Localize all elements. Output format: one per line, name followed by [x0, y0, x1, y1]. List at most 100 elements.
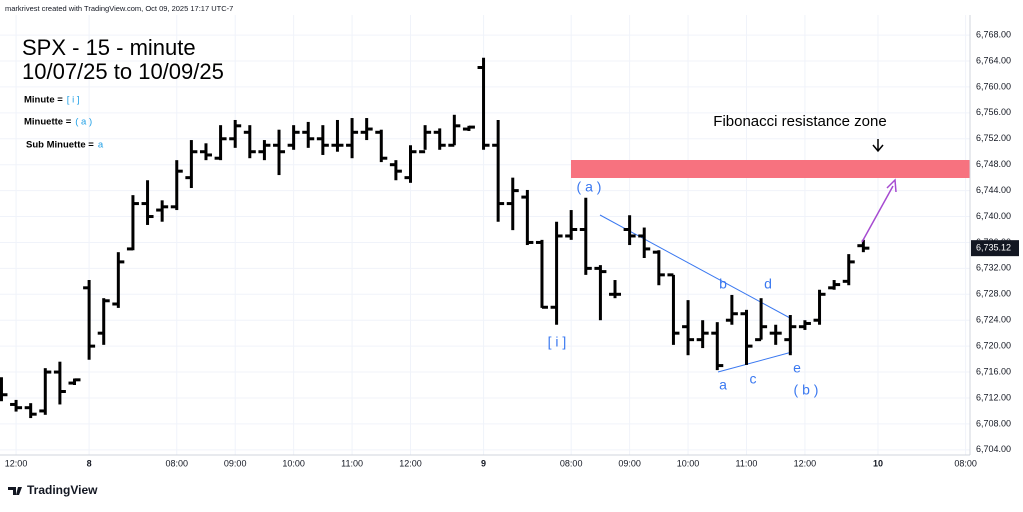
- ohlc-bar: [39, 368, 52, 415]
- subtitle: 10/07/25 to 10/09/25: [22, 59, 224, 84]
- y-tick-label: 6,704.00: [976, 444, 1011, 454]
- legend-symbol: a: [98, 140, 104, 151]
- x-tick-label: 10: [873, 458, 883, 468]
- ohlc-bar: [156, 200, 169, 222]
- ohlc-bar: [83, 280, 96, 360]
- fib-label: Fibonacci resistance zone: [713, 113, 886, 130]
- ohlc-bar: [609, 280, 622, 299]
- ohlc-bar: [53, 361, 66, 405]
- ohlc-bar: [141, 180, 154, 225]
- y-tick-label: 6,752.00: [976, 133, 1011, 143]
- ohlc-bar: [696, 320, 709, 349]
- ohlc-bar: [565, 210, 578, 240]
- ohlc-bar: [842, 254, 855, 286]
- ohlc-bar: [404, 145, 417, 183]
- y-tick-label: 6,728.00: [976, 289, 1011, 299]
- ohlc-bar: [170, 160, 183, 211]
- y-tick-label: 6,756.00: [976, 107, 1011, 117]
- y-tick-label: 6,740.00: [976, 211, 1011, 221]
- x-tick-label: 10:00: [677, 458, 700, 468]
- ohlc-bar: [740, 309, 753, 365]
- ohlc-bar: [433, 128, 446, 150]
- x-tick-label: 11:00: [341, 458, 363, 468]
- ohlc-bar: [448, 114, 461, 147]
- x-tick-label: 12:00: [5, 458, 28, 468]
- y-tick-label: 6,764.00: [976, 55, 1011, 65]
- y-tick-label: 6,768.00: [976, 29, 1011, 39]
- ohlc-bar: [389, 160, 402, 181]
- x-tick-label: 8: [87, 458, 92, 468]
- ohlc-bar: [623, 215, 636, 246]
- legend-symbol: [ i ]: [67, 95, 80, 106]
- ohlc-bar: [492, 119, 505, 222]
- ohlc-bar: [185, 140, 198, 189]
- ohlc-bar: [550, 221, 563, 325]
- ohlc-bar: [0, 377, 8, 402]
- ohlc-bar: [857, 239, 870, 253]
- ohlc-bar: [375, 129, 388, 163]
- x-tick-label: 08:00: [954, 458, 977, 468]
- wave-label: ( a ): [577, 179, 602, 195]
- ohlc-bar: [346, 118, 359, 159]
- last-price-box: [971, 240, 1019, 257]
- ohlc-bar: [813, 289, 826, 325]
- ohlc-bar: [594, 265, 607, 321]
- bars: [0, 57, 870, 419]
- legend: Minute = [ i ] Minuette = ( a ) Sub Minuet…: [24, 95, 104, 151]
- ohlc-bar: [638, 227, 651, 259]
- ohlc-bar: [258, 140, 271, 161]
- ohlc-bar: [755, 298, 768, 342]
- y-tick-label: 6,748.00: [976, 159, 1011, 169]
- ohlc-bar: [68, 378, 81, 386]
- x-tick-label: 12:00: [399, 458, 422, 468]
- tv-logo: [8, 487, 22, 495]
- ohlc-bar: [506, 177, 519, 231]
- ohlc-bar: [273, 129, 286, 176]
- ohlc-bar: [287, 125, 300, 150]
- ohlc-bar: [112, 252, 125, 308]
- axes: 6,704.00 6,708.00 6,712.00 6,716.00 6,720.00…: [5, 29, 1019, 468]
- ohlc-bar: [652, 250, 665, 286]
- fib-arrow: [872, 139, 884, 153]
- y-tick-label: 6,712.00: [976, 392, 1011, 402]
- y-tick-label: 6,724.00: [976, 315, 1011, 325]
- ohlc-bar: [419, 125, 432, 154]
- y-tick-label: 6,720.00: [976, 341, 1011, 351]
- triangle-line: [599, 214, 791, 319]
- wave-label: a: [719, 377, 727, 393]
- x-tick-label: 11:00: [736, 458, 758, 468]
- triangle-line: [717, 351, 793, 373]
- wave-label: d: [764, 276, 772, 292]
- arrow-head: [886, 178, 897, 193]
- x-tick-label: 09:00: [618, 458, 641, 468]
- y-tick-label: 6,744.00: [976, 185, 1011, 195]
- ohlc-bar: [126, 195, 139, 251]
- ohlc-bar: [579, 197, 592, 275]
- ohlc-bar: [331, 119, 344, 152]
- title: SPX - 15 - minute: [22, 35, 196, 60]
- ohlc-bar: [798, 320, 811, 330]
- ohlc-bar: [521, 189, 534, 246]
- ohlc-bar: [229, 119, 242, 148]
- ohlc-bar: [214, 125, 227, 161]
- brand: TradingView: [27, 483, 98, 497]
- ohlc-bar: [97, 298, 110, 345]
- ohlc-bar: [828, 280, 841, 290]
- wave-label: b: [719, 276, 727, 292]
- y-tick-label: 6,716.00: [976, 366, 1011, 376]
- legend-label: Minuette =: [24, 117, 72, 128]
- wave-label: [ i ]: [548, 334, 567, 350]
- ohlc-bar: [24, 403, 37, 419]
- ohlc-bar: [316, 125, 329, 155]
- y-tick-label: 6,732.00: [976, 263, 1011, 273]
- ohlc-bar: [769, 324, 782, 345]
- projection-arrow: [861, 185, 894, 243]
- credit: markrivest created with TradingView.com,…: [5, 4, 233, 13]
- ohlc-bar: [199, 143, 212, 161]
- ohlc-bar: [10, 399, 23, 412]
- ohlc-bar: [784, 315, 797, 356]
- legend-label: Sub Minuette =: [26, 140, 94, 151]
- x-tick-label: 9: [481, 458, 486, 468]
- x-tick-label: 09:00: [224, 458, 247, 468]
